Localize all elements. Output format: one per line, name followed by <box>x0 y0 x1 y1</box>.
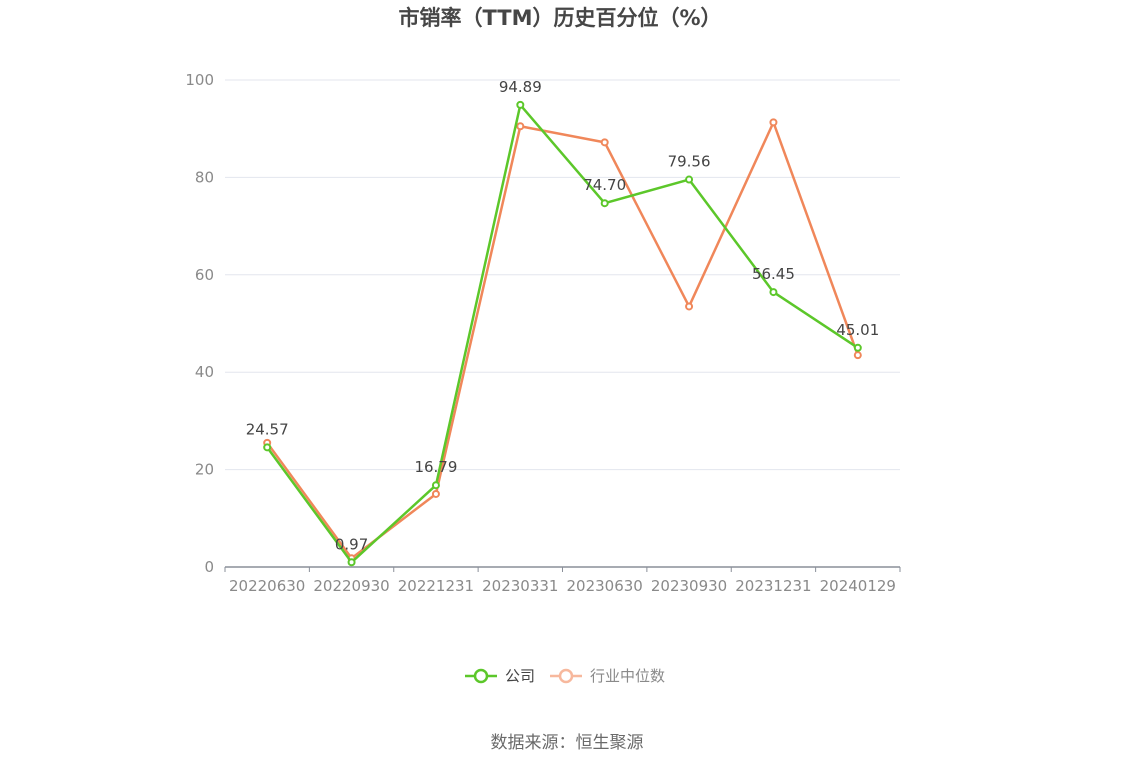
x-tick-label: 20230630 <box>567 577 643 595</box>
x-tick-label: 20230331 <box>482 577 558 595</box>
data-point[interactable] <box>600 199 609 208</box>
legend-item-0[interactable]: 公司 <box>465 667 535 685</box>
series-0: 24.57 0.97 16.79 94.89 74.70 79.56 56.45 45.01 <box>246 78 879 567</box>
data-point[interactable] <box>431 481 440 490</box>
x-tick-label: 20220630 <box>229 577 305 595</box>
data-point[interactable] <box>263 443 272 452</box>
data-point[interactable] <box>769 288 778 297</box>
grid-lines <box>225 79 900 471</box>
series-line-0 <box>266 103 859 564</box>
x-tick-label: 20221231 <box>398 577 474 595</box>
data-label: 94.89 <box>499 78 542 96</box>
data-point[interactable] <box>347 558 356 567</box>
x-tick-label: 20230930 <box>651 577 727 595</box>
data-label: 74.70 <box>583 176 626 194</box>
x-axis: 20220630 20220930 20221231 20230331 20230630… <box>224 566 901 595</box>
data-point[interactable] <box>853 351 862 360</box>
data-label: 0.97 <box>335 535 368 553</box>
legend-label: 行业中位数 <box>590 667 665 685</box>
series-line-1 <box>266 121 859 560</box>
data-point[interactable] <box>685 302 694 311</box>
data-label: 24.57 <box>246 420 289 438</box>
x-tick-label: 20240129 <box>820 577 896 595</box>
data-point[interactable] <box>516 122 525 131</box>
legend-label: 公司 <box>505 667 535 685</box>
data-label: 56.45 <box>752 265 795 283</box>
legend-swatch-marker <box>558 668 574 684</box>
x-tick-label: 20220930 <box>313 577 389 595</box>
x-tick-label: 20231231 <box>735 577 811 595</box>
chart-title: 市销率（TTM）历史百分位（%） <box>398 6 721 30</box>
data-point[interactable] <box>516 100 525 109</box>
data-source: 数据来源：恒生聚源 <box>491 733 644 753</box>
data-point[interactable] <box>685 175 694 184</box>
y-tick-label: 80 <box>195 168 214 186</box>
series-1 <box>263 118 862 563</box>
legend[interactable]: 公司 行业中位数 <box>465 667 665 685</box>
y-tick-label: 20 <box>195 461 214 479</box>
data-label: 16.79 <box>414 458 457 476</box>
y-tick-label: 60 <box>195 266 214 284</box>
y-axis: 0 20 40 60 80 100 <box>185 71 214 576</box>
data-label: 79.56 <box>668 153 711 171</box>
data-point[interactable] <box>600 138 609 147</box>
legend-item-1[interactable]: 行业中位数 <box>550 667 665 685</box>
data-point[interactable] <box>769 118 778 127</box>
series-layer: 24.57 0.97 16.79 94.89 74.70 79.56 56.45 45.01 <box>246 78 879 567</box>
y-tick-label: 100 <box>185 71 214 89</box>
y-tick-label: 0 <box>204 558 214 576</box>
data-point[interactable] <box>853 343 862 352</box>
legend-swatch-marker <box>473 668 489 684</box>
data-label: 45.01 <box>836 321 879 339</box>
y-tick-label: 40 <box>195 363 214 381</box>
data-point[interactable] <box>431 489 440 498</box>
